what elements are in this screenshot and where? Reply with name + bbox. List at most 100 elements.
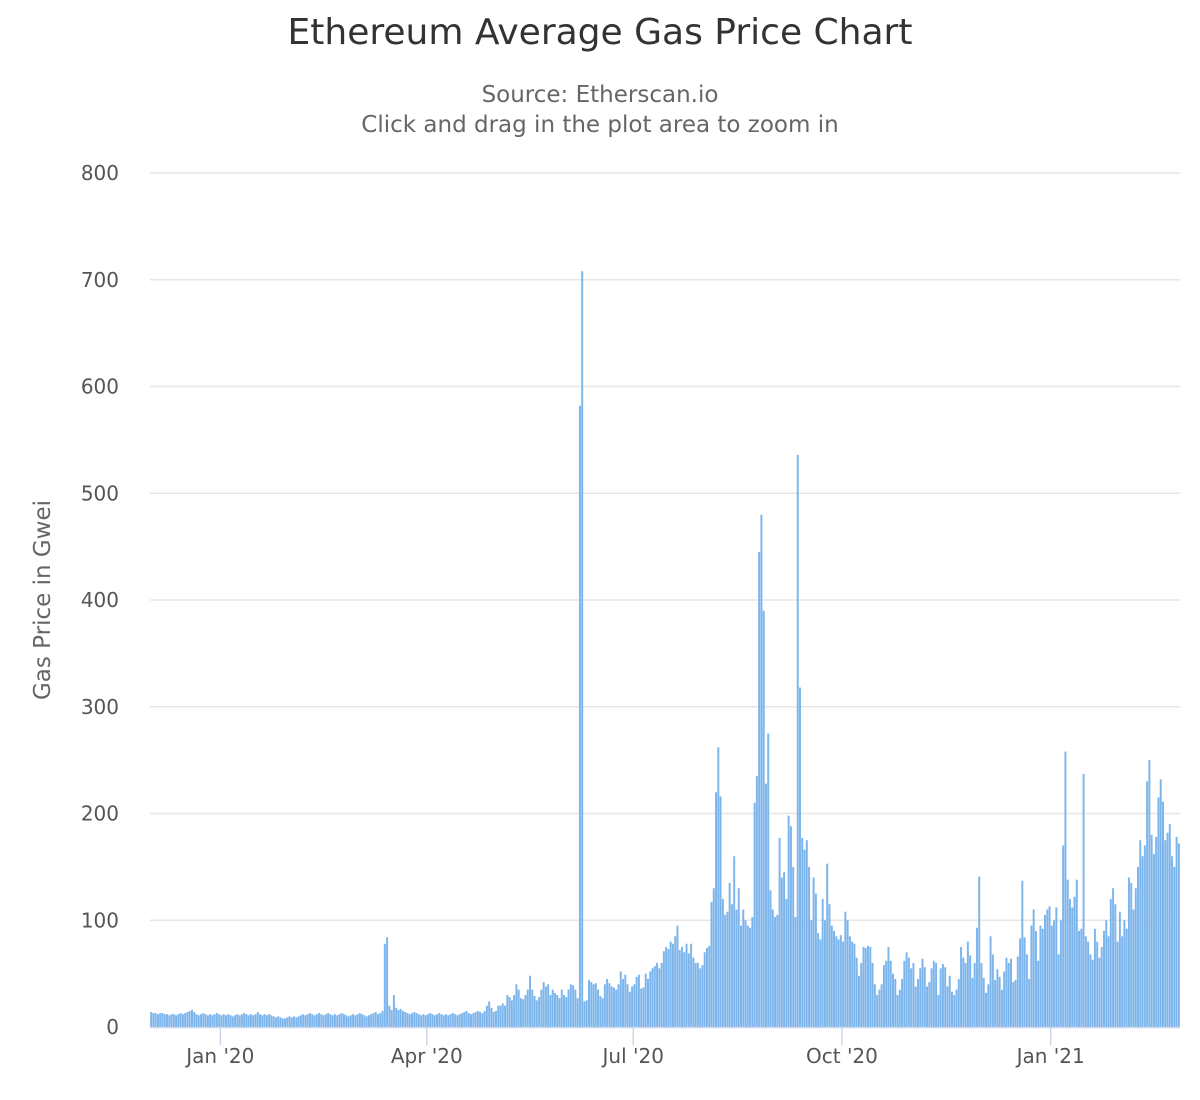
bar: [960, 946, 963, 1027]
bar: [166, 1014, 168, 1027]
bar: [937, 994, 940, 1027]
bar: [1116, 941, 1119, 1027]
bar: [372, 1013, 375, 1027]
bar: [279, 1017, 282, 1027]
y-tick-label-500: 500: [81, 481, 119, 505]
bar: [842, 941, 845, 1027]
bar: [456, 1015, 459, 1027]
bar: [1019, 938, 1022, 1027]
bar: [821, 898, 824, 1027]
bar: [901, 978, 904, 1027]
bar: [1130, 882, 1133, 1027]
bar: [1155, 836, 1158, 1027]
bar: [789, 826, 792, 1027]
bar: [1014, 980, 1017, 1027]
bar: [1080, 928, 1083, 1027]
bar: [1010, 958, 1012, 1027]
bar: [231, 1016, 234, 1027]
bar: [508, 997, 511, 1027]
bar: [835, 936, 838, 1027]
bar: [1127, 877, 1130, 1027]
bar: [209, 1014, 212, 1027]
bar: [898, 989, 901, 1027]
bar: [436, 1014, 438, 1027]
bar: [864, 948, 867, 1027]
bar: [1159, 779, 1162, 1027]
bar: [987, 984, 990, 1027]
bar: [581, 271, 584, 1028]
bar: [610, 986, 613, 1027]
bar: [687, 953, 690, 1027]
bar: [622, 978, 625, 1027]
bar: [817, 933, 820, 1027]
bar: [429, 1013, 432, 1027]
bar: [299, 1015, 302, 1027]
bar: [163, 1014, 166, 1027]
bar: [1177, 843, 1180, 1027]
y-tick-label-600: 600: [81, 375, 119, 399]
bar: [544, 986, 547, 1027]
bar: [1123, 920, 1126, 1027]
bar: [367, 1015, 370, 1027]
bar: [540, 989, 543, 1027]
bar: [585, 1000, 588, 1027]
bar: [740, 925, 742, 1027]
bar: [352, 1014, 355, 1027]
bar: [994, 980, 997, 1027]
bar: [553, 992, 556, 1027]
bar: [1137, 866, 1140, 1028]
bar: [1071, 907, 1074, 1027]
bar: [377, 1014, 379, 1027]
bar: [846, 920, 849, 1027]
bar: [669, 941, 672, 1027]
bar: [386, 937, 389, 1027]
bar: [1007, 962, 1010, 1027]
bar: [463, 1012, 466, 1027]
bar: [626, 984, 629, 1027]
bar: [1075, 879, 1078, 1027]
bar: [392, 994, 395, 1027]
bar: [876, 994, 879, 1027]
bar: [578, 405, 581, 1028]
bar: [1057, 954, 1060, 1027]
bar: [808, 866, 811, 1028]
bar: [517, 989, 520, 1027]
bar: [914, 986, 917, 1027]
bar: [785, 898, 788, 1027]
bar: [969, 955, 972, 1027]
bar: [692, 957, 695, 1027]
bar: [1168, 824, 1171, 1027]
bar: [576, 998, 579, 1027]
bar: [801, 838, 804, 1027]
bar: [218, 1014, 221, 1027]
bar: [247, 1015, 250, 1027]
bar: [1152, 854, 1155, 1027]
y-tick-label-0: 0: [106, 1015, 119, 1039]
bar: [660, 962, 663, 1027]
bar: [699, 968, 702, 1027]
bar: [823, 920, 826, 1027]
bar: [966, 941, 969, 1027]
bar: [780, 877, 783, 1027]
bar: [726, 911, 729, 1027]
x-tick-label: Jul '20: [601, 1044, 664, 1068]
bar: [678, 950, 681, 1027]
bar: [202, 1013, 205, 1027]
bar: [1146, 781, 1149, 1027]
bar: [417, 1014, 420, 1027]
bar: [236, 1014, 239, 1027]
bar: [529, 975, 531, 1027]
bar: [1032, 909, 1035, 1027]
bar: [388, 1005, 391, 1027]
bar: [370, 1014, 373, 1027]
bar: [274, 1017, 277, 1027]
bar: [156, 1014, 159, 1027]
bar: [551, 989, 554, 1027]
bar: [1005, 957, 1008, 1027]
bar: [499, 1005, 502, 1027]
bar: [293, 1016, 296, 1027]
bar: [1016, 956, 1019, 1027]
bar: [662, 951, 665, 1027]
bar: [302, 1014, 305, 1027]
